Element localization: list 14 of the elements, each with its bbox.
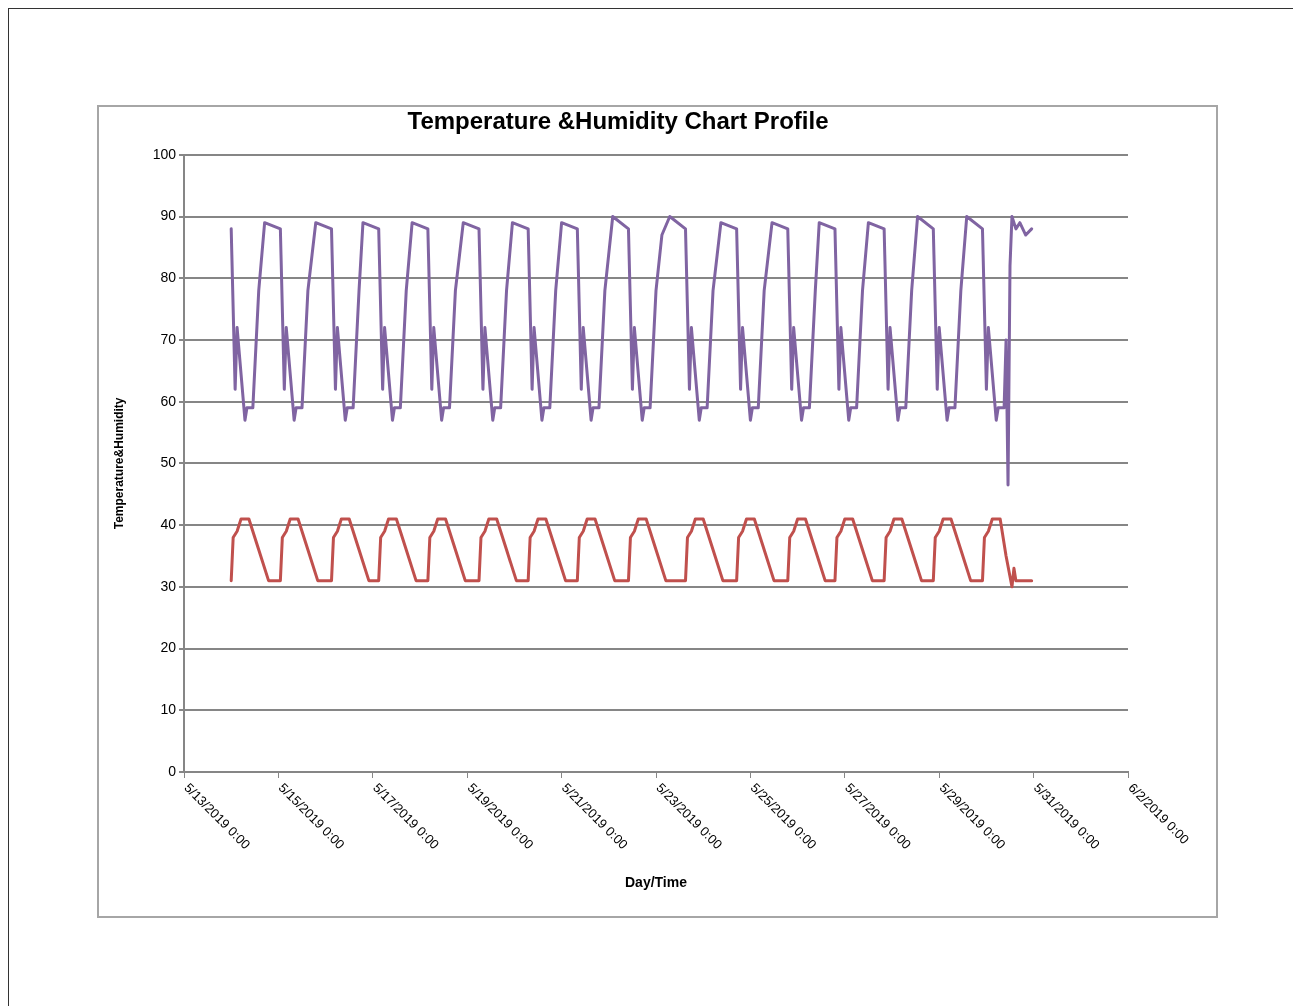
y-tick-label: 10 <box>160 701 177 718</box>
y-tick-label: 30 <box>160 577 177 594</box>
chart-title: Temperature &Humidity Chart Profile <box>407 107 829 135</box>
y-tick-label: 50 <box>160 454 177 471</box>
y-tick-label: 100 <box>152 145 177 162</box>
y-tick-label: 40 <box>160 515 177 532</box>
y-tick-label: 80 <box>160 269 177 286</box>
y-tick-label: 60 <box>160 392 177 409</box>
y-tick-label: 20 <box>160 639 177 656</box>
y-tick-label: 90 <box>160 207 177 224</box>
x-axis-title: Day/Time <box>625 874 688 891</box>
y-axis-title: Temperature&Humidity <box>111 397 126 530</box>
y-tick-label: 70 <box>160 330 177 347</box>
y-tick-label: 0 <box>168 762 177 779</box>
